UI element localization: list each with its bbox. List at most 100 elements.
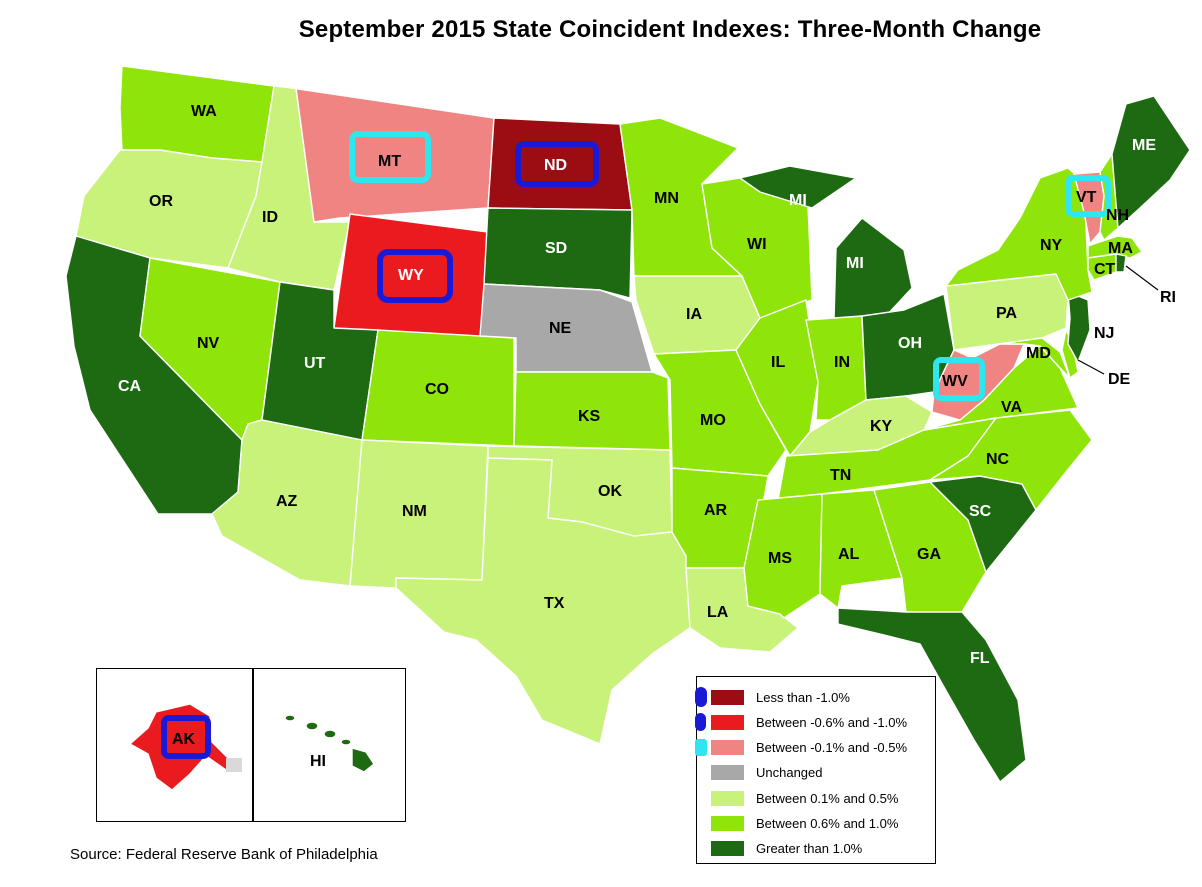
alaska-panhandle-unchanged xyxy=(226,758,242,772)
highlight-ring-ak xyxy=(161,715,211,759)
label-ri: RI xyxy=(1160,289,1176,306)
state-nj[interactable] xyxy=(1067,291,1091,363)
legend-item-unchanged: Unchanged xyxy=(711,763,823,781)
state-mi-upper[interactable] xyxy=(739,165,857,209)
legend-label: Between -0.1% and -0.5% xyxy=(756,739,908,755)
state-hi[interactable] xyxy=(351,747,375,773)
label-nd: ND xyxy=(544,157,567,174)
label-ne: NE xyxy=(549,320,572,337)
state-fl[interactable] xyxy=(837,607,1027,783)
label-tx: TX xyxy=(544,595,565,612)
label-ca: CA xyxy=(118,378,142,395)
legend-swatch xyxy=(711,840,744,856)
label-ks: KS xyxy=(578,408,601,425)
state-ks[interactable] xyxy=(513,371,671,451)
legend-item-neg01-neg05: Between -0.1% and -0.5% xyxy=(711,738,907,756)
label-ga: GA xyxy=(917,546,941,563)
highlight-ring-nd xyxy=(515,141,599,187)
state-ct[interactable] xyxy=(1087,253,1117,281)
label-pa: PA xyxy=(996,305,1017,322)
label-leaders xyxy=(1077,265,1159,375)
state-labels: WA OR CA NV ID MT WY UT AZ CO NM ND SD N… xyxy=(118,103,1176,770)
label-md: MD xyxy=(1026,345,1051,362)
label-wv: WV xyxy=(942,373,968,390)
legend-swatch xyxy=(711,790,744,806)
label-fl: FL xyxy=(970,650,990,667)
highlight-ring-mt xyxy=(349,131,431,183)
label-mi: MI xyxy=(846,255,864,272)
label-wa: WA xyxy=(191,103,217,120)
state-tx[interactable] xyxy=(395,457,691,745)
label-in: IN xyxy=(834,354,850,371)
label-ia: IA xyxy=(686,306,702,323)
label-me: ME xyxy=(1132,137,1156,154)
legend-label: Unchanged xyxy=(756,764,823,780)
legend-item-p06-p10: Between 0.6% and 1.0% xyxy=(711,814,898,832)
label-de: DE xyxy=(1108,371,1131,388)
label-ct: CT xyxy=(1094,261,1116,278)
legend-swatch xyxy=(711,714,744,730)
label-il: IL xyxy=(771,354,785,371)
legend-label: Greater than 1.0% xyxy=(756,840,863,856)
hawaii-islands[interactable] xyxy=(284,714,375,773)
label-co: CO xyxy=(425,381,449,398)
label-ma: MA xyxy=(1108,240,1133,257)
legend-label: Between 0.1% and 0.5% xyxy=(756,790,899,806)
state-md[interactable] xyxy=(999,337,1071,379)
label-vt: VT xyxy=(1076,189,1097,206)
label-nv: NV xyxy=(197,335,220,352)
state-me[interactable] xyxy=(1111,95,1191,229)
source-note: Source: Federal Reserve Bank of Philadel… xyxy=(70,846,378,863)
label-oh: OH xyxy=(898,335,922,352)
label-al: AL xyxy=(838,546,860,563)
legend-label: Between 0.6% and 1.0% xyxy=(756,815,899,831)
legend-swatch xyxy=(711,739,744,755)
label-ms: MS xyxy=(768,550,792,567)
inset-frame xyxy=(96,668,406,822)
label-az: AZ xyxy=(276,493,298,510)
highlight-ring-wy xyxy=(377,249,453,303)
legend-swatch xyxy=(711,689,744,705)
legend: Less than -1.0% Between -0.6% and -1.0% … xyxy=(695,676,936,864)
highlight-ring-vt xyxy=(1065,175,1111,217)
label-nm: NM xyxy=(402,503,427,520)
label-ut: UT xyxy=(304,355,326,372)
label-wi: WI xyxy=(747,236,767,253)
label-ak: AK xyxy=(172,731,196,748)
highlight-ring-wv xyxy=(933,357,985,401)
legend-swatch xyxy=(711,815,744,831)
state-ri[interactable] xyxy=(1115,253,1127,273)
state-sd[interactable] xyxy=(483,207,633,299)
label-hi: HI xyxy=(310,753,326,770)
legend-item-p01-p05: Between 0.1% and 0.5% xyxy=(711,789,898,807)
inset-divider xyxy=(252,668,254,822)
label-nj: NJ xyxy=(1094,325,1114,342)
label-id: ID xyxy=(262,209,278,226)
label-ky: KY xyxy=(870,418,893,435)
label-ok: OK xyxy=(598,483,622,500)
state-nc[interactable] xyxy=(929,409,1093,511)
label-nc: NC xyxy=(986,451,1010,468)
label-mt: MT xyxy=(378,153,401,170)
legend-label: Between -0.6% and -1.0% xyxy=(756,714,908,730)
legend-label: Less than -1.0% xyxy=(756,689,850,705)
label-mo: MO xyxy=(700,412,726,429)
label-ar: AR xyxy=(704,502,728,519)
label-wy: WY xyxy=(398,267,424,284)
legend-item-neg06-neg1: Between -0.6% and -1.0% xyxy=(711,713,907,731)
label-la: LA xyxy=(707,604,729,621)
legend-highlight-blue-2 xyxy=(695,713,706,731)
label-sd: SD xyxy=(545,240,567,257)
legend-item-lt-neg1: Less than -1.0% xyxy=(711,688,850,706)
legend-swatch xyxy=(711,764,744,780)
label-tn: TN xyxy=(830,467,851,484)
legend-highlight-cyan xyxy=(695,739,707,756)
label-nh: NH xyxy=(1106,207,1129,224)
legend-highlight-blue-1 xyxy=(695,687,707,707)
label-mn: MN xyxy=(654,190,679,207)
label-mi-upper: MI xyxy=(789,192,807,209)
label-or: OR xyxy=(149,193,173,210)
legend-item-gt1: Greater than 1.0% xyxy=(711,839,862,857)
label-ny: NY xyxy=(1040,237,1063,254)
